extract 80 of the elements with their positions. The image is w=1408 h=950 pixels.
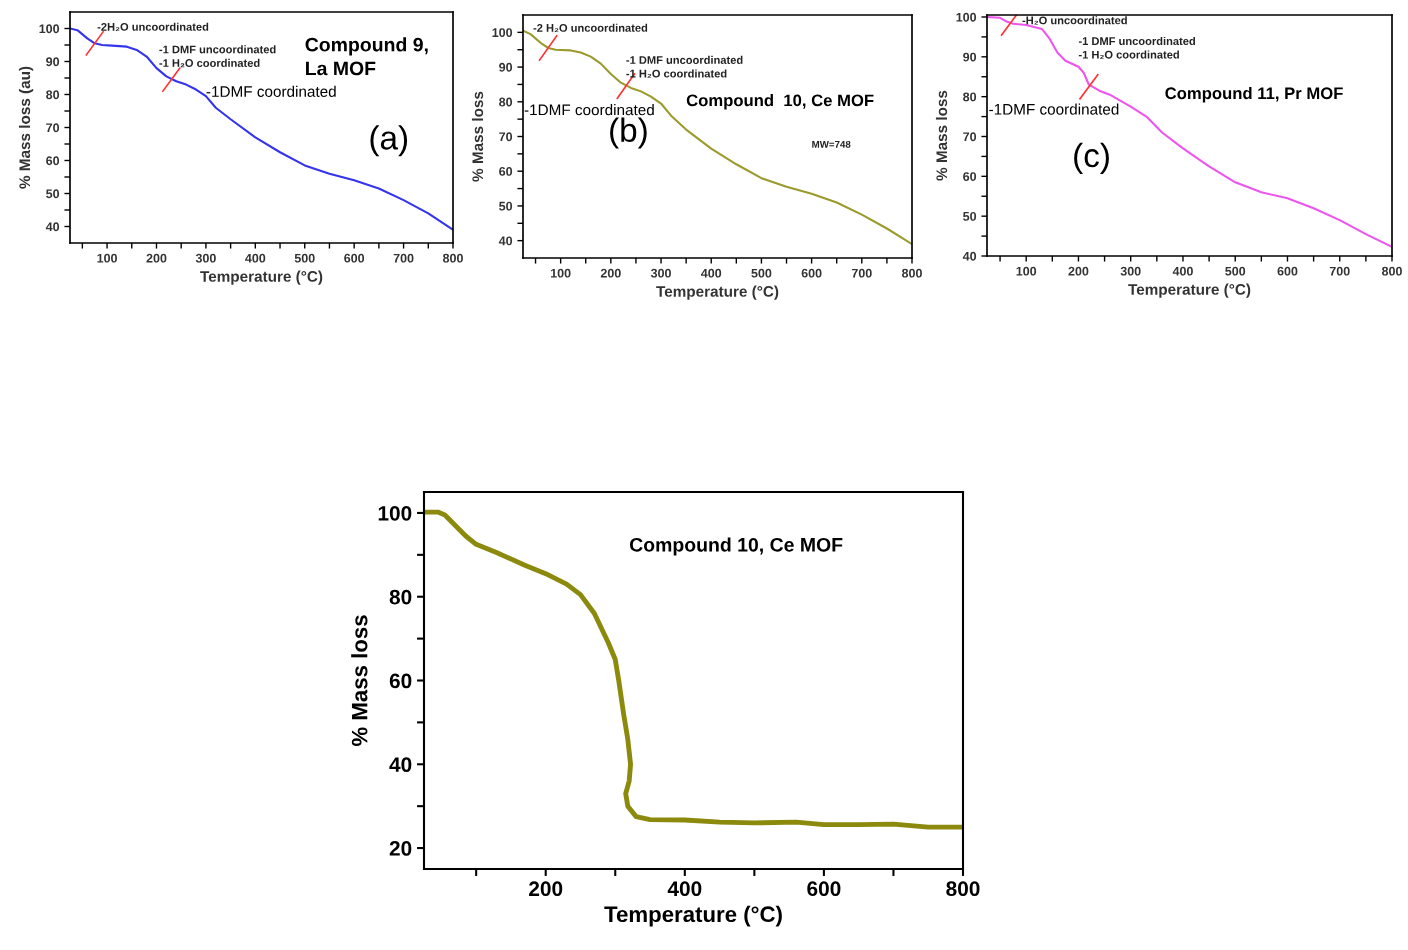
- y-tick-label: 50: [46, 189, 60, 199]
- y-tick-label: 100: [39, 24, 60, 34]
- y-axis-title: % Mass loss (au): [18, 66, 34, 189]
- y-axis-title: % Mass loss: [935, 90, 948, 181]
- x-tick-label: 800: [901, 268, 922, 278]
- annotation: Compound 9, La MOF: [305, 37, 428, 76]
- annotation: -H₂O uncoordinated: [1022, 16, 1127, 25]
- y-tick-label: 60: [499, 167, 513, 176]
- y-tick-label: 100: [956, 12, 977, 22]
- x-tick-label: 500: [751, 268, 772, 278]
- x-tick-label: 700: [1329, 266, 1350, 276]
- line-series: [424, 509, 963, 830]
- annotation: -1 DMF uncoordinated -1 H₂O coordinated: [159, 45, 276, 68]
- x-tick-label: 500: [1225, 266, 1246, 276]
- x-tick-label: 300: [195, 253, 216, 263]
- y-tick-label: 70: [963, 132, 977, 142]
- annotation: -1DMF coordinated: [206, 85, 336, 97]
- x-tick-label: 200: [529, 881, 563, 897]
- x-tick-label: 800: [442, 253, 463, 263]
- y-tick-label: 50: [963, 211, 977, 221]
- x-tick-label: 500: [294, 253, 315, 263]
- x-tick-label: 600: [344, 253, 365, 263]
- annotation: Compound 10, Ce MOF: [686, 94, 874, 110]
- x-axis-title: Temperature (°C): [656, 285, 779, 300]
- y-tick-label: 40: [498, 236, 513, 246]
- x-tick-label: 100: [551, 268, 571, 278]
- annotation: (b): [610, 117, 647, 149]
- x-axis-title: Temperature (°C): [200, 270, 323, 285]
- y-tick-label: 80: [963, 92, 977, 102]
- x-tick-label: 100: [97, 253, 117, 263]
- x-axis-title: Temperature (°C): [1128, 283, 1251, 298]
- y-tick-label: 40: [962, 251, 977, 261]
- x-tick-label: 200: [146, 253, 167, 263]
- annotation: -1DMF coordinated: [524, 104, 654, 116]
- x-tick-label: 600: [807, 881, 841, 897]
- annotation: -1DMF coordinated: [989, 103, 1119, 115]
- y-axis-title: % Mass loss: [471, 91, 484, 182]
- y-tick-label: 60: [963, 172, 977, 181]
- x-tick-label: 600: [1277, 266, 1298, 276]
- y-tick-label: 40: [389, 757, 412, 773]
- y-tick-label: 90: [963, 52, 977, 62]
- x-tick-label: 700: [851, 268, 872, 278]
- x-tick-label: 400: [1172, 266, 1193, 276]
- y-tick-label: 90: [499, 62, 513, 72]
- annotation: (a): [370, 125, 408, 157]
- y-tick-label: 60: [389, 673, 412, 689]
- y-tick-label: 70: [499, 132, 513, 142]
- x-tick-label: 700: [393, 253, 414, 263]
- x-tick-label: 300: [1120, 266, 1141, 276]
- x-tick-label: 200: [1068, 266, 1089, 276]
- y-tick-label: 20: [389, 841, 412, 856]
- y-tick-label: 80: [389, 589, 412, 605]
- x-tick-label: 400: [667, 881, 702, 897]
- x-tick-label: 400: [245, 253, 266, 263]
- y-tick-label: 60: [46, 156, 60, 166]
- x-tick-label: 800: [946, 881, 980, 897]
- annotation: -2H₂O uncoordinated: [97, 22, 209, 32]
- x-axis-title: Temperature (°C): [604, 905, 782, 927]
- y-tick-label: 80: [499, 97, 513, 107]
- y-tick-label: 80: [46, 90, 60, 100]
- x-tick-label: 300: [650, 268, 671, 278]
- x-tick-label: 800: [1381, 266, 1402, 276]
- annotation: Compound 11, Pr MOF: [1165, 86, 1343, 103]
- annotation: -1 DMF uncoordinated -1 H₂O coordinated: [626, 55, 743, 78]
- y-tick-label: 100: [492, 28, 513, 38]
- y-tick-label: 70: [46, 123, 60, 133]
- annotation: -2 H₂O uncoordinated: [533, 23, 648, 33]
- annotation: -1 DMF uncoordinated -1 H₂O coordinated: [1078, 36, 1195, 59]
- y-axis-title: % Mass loss: [351, 615, 368, 747]
- y-tick-label: 100: [378, 505, 412, 521]
- x-tick-label: 200: [600, 268, 621, 278]
- y-tick-label: 90: [46, 57, 60, 67]
- y-tick-label: 40: [45, 222, 60, 232]
- x-tick-label: 400: [700, 268, 722, 278]
- annotation: MW=748: [812, 140, 851, 148]
- x-tick-label: 100: [1016, 266, 1037, 276]
- annotation: Compound 10, Ce MOF: [629, 537, 843, 556]
- x-tick-label: 600: [801, 268, 822, 278]
- y-tick-label: 50: [499, 201, 513, 211]
- annotation: (c): [1074, 142, 1109, 174]
